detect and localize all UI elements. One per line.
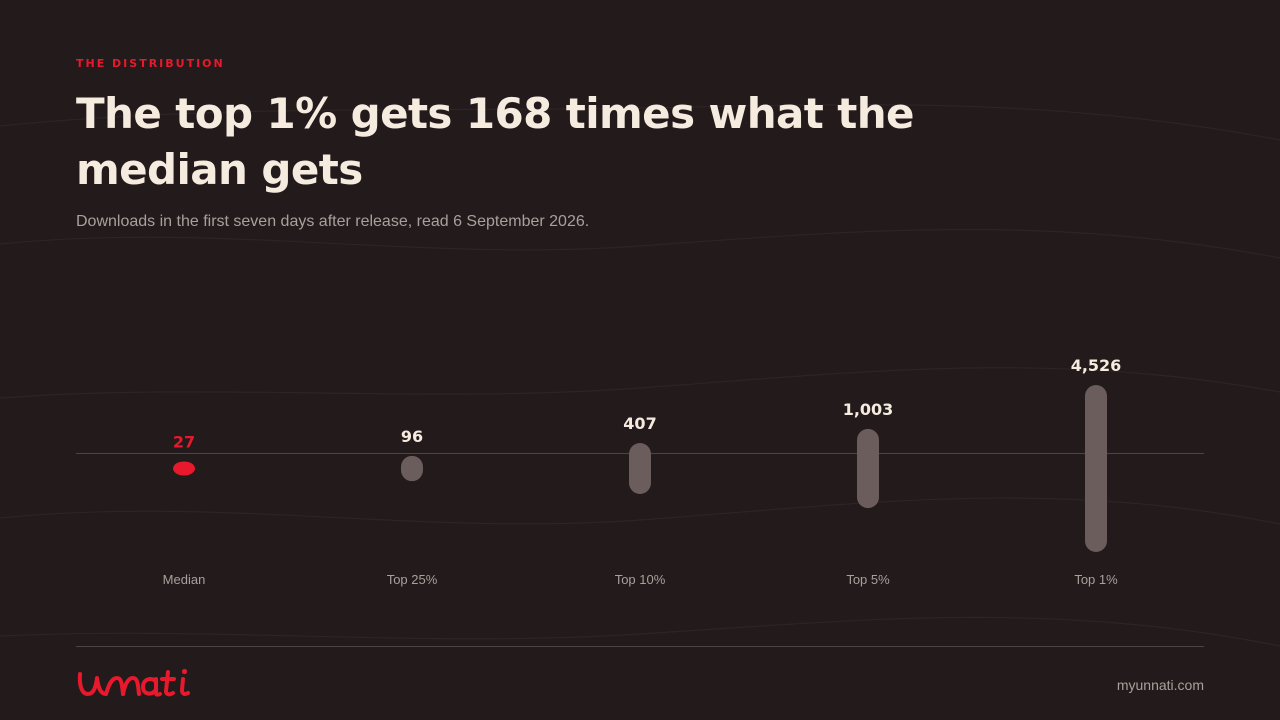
value-label: 407 (623, 414, 656, 433)
category-label: Top 25% (387, 572, 438, 587)
category-label: Top 5% (846, 572, 890, 587)
category-label: Top 10% (615, 572, 666, 587)
value-label: 1,003 (843, 400, 894, 419)
eyebrow-label: THE DISTRIBUTION (76, 57, 225, 70)
chart-subtitle: Downloads in the first seven days after … (76, 213, 590, 230)
value-label: 27 (173, 433, 195, 452)
bar-top-1 (1085, 385, 1107, 552)
category-label: Median (163, 572, 206, 587)
site-url[interactable]: myunnati.com (1116, 677, 1204, 693)
bar-top-5 (857, 428, 879, 509)
value-label: 4,526 (1071, 356, 1122, 375)
bar-median (173, 461, 195, 476)
category-label: Top 1% (1074, 572, 1118, 587)
footer-divider (76, 646, 1204, 647)
value-label: 96 (401, 427, 423, 446)
bar-top-10 (629, 443, 651, 494)
page-title: The top 1% gets 168 times what the media… (76, 89, 915, 194)
bar-top-25 (401, 455, 423, 482)
bar-group: 27 Median 96 Top 25% 407 Top 10% 1,003 Top 5% 4,… (163, 356, 1122, 587)
unnati-logo (77, 668, 190, 697)
